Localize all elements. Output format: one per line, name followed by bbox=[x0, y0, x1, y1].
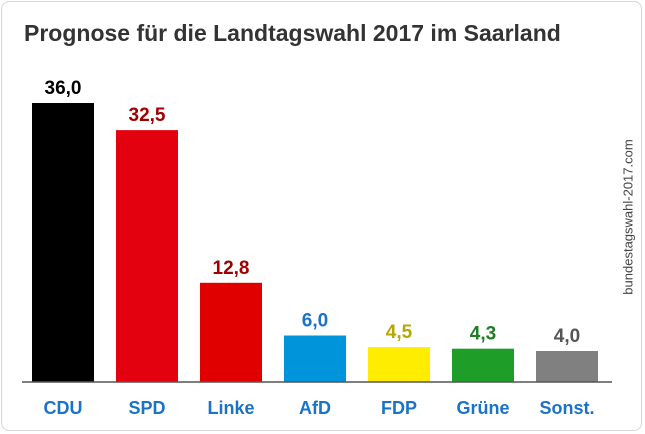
source-label: bundestagswahl-2017.com bbox=[621, 139, 636, 294]
category-label-spd: SPD bbox=[128, 398, 165, 418]
category-label-grne: Grüne bbox=[456, 398, 509, 418]
bar-cdu bbox=[32, 103, 94, 382]
category-label-afd: AfD bbox=[299, 398, 331, 418]
bar-fdp bbox=[368, 347, 430, 382]
bar-spd bbox=[116, 130, 178, 382]
value-label-afd: 6,0 bbox=[302, 311, 328, 332]
value-label-spd: 32,5 bbox=[129, 105, 166, 126]
value-label-fdp: 4,5 bbox=[386, 322, 413, 343]
category-label-fdp: FDP bbox=[381, 398, 417, 418]
bar-afd bbox=[284, 336, 346, 383]
value-label-linke: 12,8 bbox=[213, 258, 250, 279]
category-label-linke: Linke bbox=[207, 398, 254, 418]
bar-sonst bbox=[536, 351, 598, 382]
value-label-cdu: 36,0 bbox=[45, 78, 82, 99]
value-label-sonst: 4,0 bbox=[554, 326, 580, 347]
bar-linke bbox=[200, 283, 262, 382]
bar-chart: 36,0 CDU 32,5 SPD 12,8 Linke 6,0 AfD 4,5 FDP 4,3 Gr… bbox=[0, 0, 645, 434]
category-label-sonst: Sonst. bbox=[539, 398, 594, 418]
bar-grne bbox=[452, 349, 514, 382]
value-label-grne: 4,3 bbox=[470, 324, 496, 345]
category-label-cdu: CDU bbox=[44, 398, 83, 418]
